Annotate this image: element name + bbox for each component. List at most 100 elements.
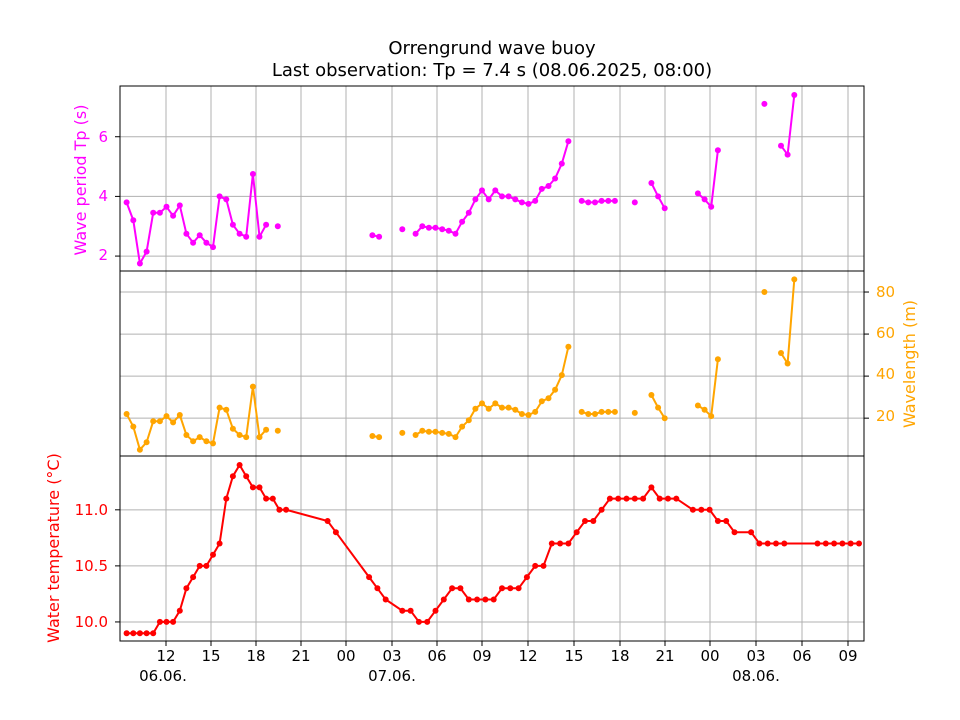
wavelength-data-point bbox=[499, 404, 505, 411]
xtick-label: 21 bbox=[655, 647, 674, 665]
xtick-label: 18 bbox=[246, 647, 265, 665]
wavelength-data-point bbox=[492, 400, 499, 407]
period-data-point bbox=[156, 209, 163, 216]
period-data-point bbox=[525, 200, 532, 207]
period-data-point bbox=[190, 239, 197, 246]
wavelength-ytick-label: 80 bbox=[876, 283, 895, 301]
temperature-data-point bbox=[764, 540, 771, 547]
temperature-data-point bbox=[123, 630, 130, 637]
wavelength-data-point bbox=[485, 405, 492, 412]
wavelength-data-point bbox=[376, 434, 383, 441]
period-data-point bbox=[701, 196, 708, 203]
xtick-label: 03 bbox=[746, 647, 765, 665]
temperature-data-point bbox=[698, 506, 705, 513]
period-data-point bbox=[694, 190, 701, 197]
period-series-line bbox=[697, 150, 719, 210]
period-data-point bbox=[274, 223, 281, 230]
period-data-point bbox=[196, 232, 203, 239]
period-data-point bbox=[552, 175, 559, 182]
wavelength-data-point bbox=[512, 406, 519, 413]
period-data-point bbox=[499, 193, 505, 200]
wavelength-data-point bbox=[150, 418, 157, 425]
temperature-data-point bbox=[203, 562, 210, 569]
period-data-point bbox=[459, 218, 466, 225]
wavelength-data-point bbox=[369, 433, 376, 439]
temperature-data-point bbox=[424, 618, 431, 625]
temperature-data-point bbox=[440, 596, 447, 603]
wavelength-data-point bbox=[552, 386, 559, 393]
wavelength-data-point bbox=[525, 412, 532, 418]
temperature-data-point bbox=[163, 618, 170, 625]
wavelength-data-point bbox=[399, 429, 406, 436]
temperature-data-point bbox=[515, 585, 522, 592]
period-data-point bbox=[412, 230, 419, 237]
temperature-data-point bbox=[490, 596, 497, 603]
temperature-data-point bbox=[216, 540, 223, 547]
wavelength-ytick-label: 20 bbox=[876, 407, 895, 425]
temperature-data-point bbox=[136, 630, 143, 637]
wavelength-ytick-label: 60 bbox=[876, 324, 895, 342]
wavelength-ytick-label: 40 bbox=[876, 365, 895, 383]
wavelength-data-point bbox=[176, 412, 183, 418]
period-data-point bbox=[243, 233, 250, 240]
wavelength-data-point bbox=[196, 434, 203, 441]
period-data-point bbox=[249, 171, 256, 177]
temperature-data-point bbox=[756, 540, 763, 547]
temperature-data-point bbox=[565, 540, 572, 547]
wavelength-data-point bbox=[538, 398, 545, 405]
wavelength-data-point bbox=[694, 402, 701, 409]
wavelength-data-point bbox=[425, 428, 432, 435]
temperature-data-point bbox=[831, 540, 838, 547]
wavelength-data-point bbox=[655, 404, 662, 411]
wavelength-data-point bbox=[170, 419, 177, 426]
temperature-data-point bbox=[210, 551, 216, 558]
wavelength-data-point bbox=[532, 408, 539, 415]
period-data-point bbox=[452, 230, 459, 237]
wavelength-data-point bbox=[472, 405, 479, 412]
wavelength-data-point bbox=[598, 408, 605, 415]
temperature-data-point bbox=[689, 506, 696, 513]
temperature-data-point bbox=[623, 495, 630, 502]
temperature-data-point bbox=[407, 607, 414, 614]
period-data-point bbox=[714, 147, 721, 154]
xtick-label: 15 bbox=[564, 647, 583, 665]
wavelength-data-point bbox=[216, 404, 223, 411]
xtick-label: 21 bbox=[291, 647, 310, 665]
temperature-data-point bbox=[847, 540, 854, 547]
wavelength-data-point bbox=[203, 438, 210, 445]
period-data-point bbox=[256, 233, 263, 240]
xtick-label: 15 bbox=[201, 647, 220, 665]
wavelength-data-point bbox=[432, 428, 439, 435]
wavelength-data-point bbox=[605, 408, 612, 415]
period-data-point bbox=[176, 202, 183, 209]
wavelength-data-point bbox=[263, 426, 270, 433]
period-data-point bbox=[236, 230, 243, 237]
temperature-data-point bbox=[615, 495, 622, 502]
wavelength-data-point bbox=[274, 427, 281, 434]
wavelength-data-point bbox=[210, 440, 216, 447]
period-data-point bbox=[661, 205, 668, 212]
wavelength-data-point bbox=[631, 409, 638, 416]
temperature-data-point bbox=[236, 462, 243, 468]
temperature-data-point bbox=[183, 585, 190, 592]
chart-title-line1: Orrengrund wave buoy bbox=[388, 38, 596, 59]
period-series-line bbox=[125, 173, 267, 267]
period-data-point bbox=[545, 183, 552, 189]
period-data-point bbox=[708, 203, 715, 210]
wavelength-data-point bbox=[412, 432, 419, 438]
temperature-data-point bbox=[170, 618, 177, 625]
period-data-point bbox=[425, 224, 432, 231]
date-label: 08.06. bbox=[732, 667, 780, 685]
temperature-data-point bbox=[143, 630, 150, 637]
chart-title-line2: Last observation: Tp = 7.4 s (08.06.2025… bbox=[272, 60, 712, 81]
temperature-data-point bbox=[465, 596, 472, 603]
temperature-ytick-label: 10.5 bbox=[75, 557, 108, 575]
temperature-data-point bbox=[249, 484, 256, 491]
wavelength-series-line bbox=[125, 386, 267, 452]
period-data-point bbox=[229, 221, 236, 228]
temperature-ytick-label: 10.0 bbox=[75, 613, 108, 631]
temperature-data-point bbox=[573, 529, 580, 536]
period-data-point bbox=[512, 196, 519, 203]
temperature-data-point bbox=[814, 540, 821, 547]
